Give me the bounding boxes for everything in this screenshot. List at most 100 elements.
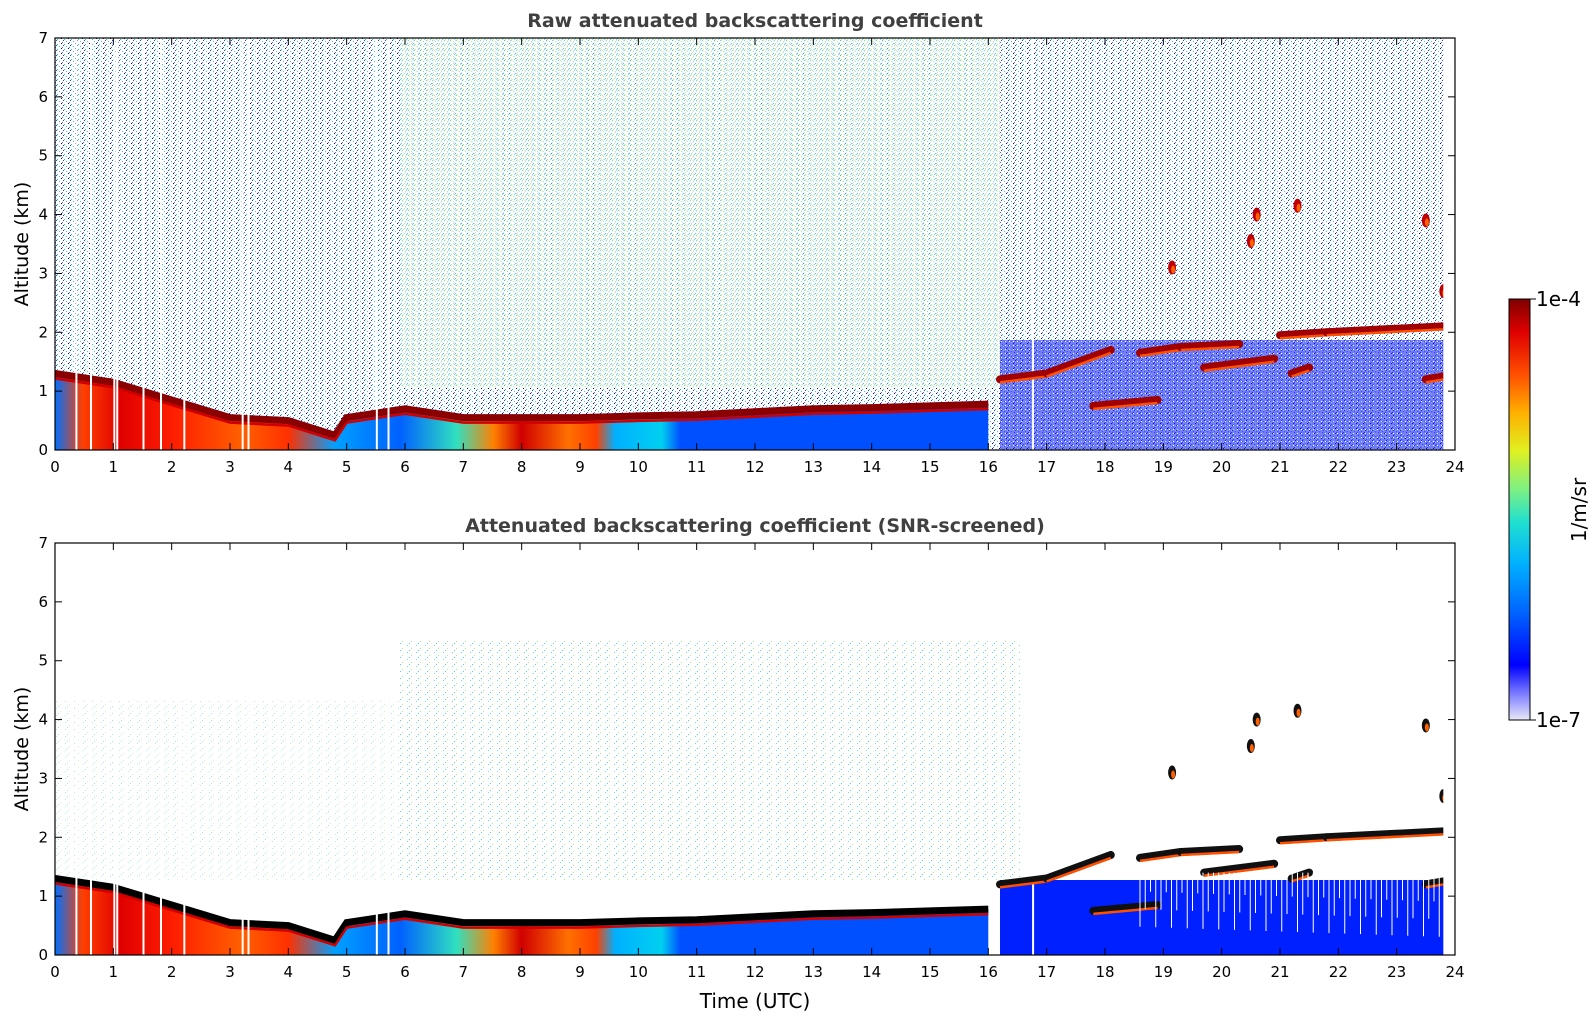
x-tick-label: 1 [109,963,119,981]
x-tick-label: 21 [1270,963,1289,981]
cloud-layer-edge [1291,874,1310,883]
panel2-xlabel: Time (UTC) [699,989,811,1013]
panel1-noise-midday [400,38,1000,388]
cloud-patch-core [1296,203,1301,212]
cloud-layer-edge [999,375,1047,384]
x-tick-label: 5 [342,458,352,476]
x-tick-label: 15 [920,963,939,981]
cloud-layer-edge [1139,853,1182,863]
panel2-title: Attenuated backscattering coefficient (S… [465,515,1045,537]
data-gap [387,38,390,450]
panel2-sparse-signal [400,640,1020,880]
cloud-patch-core [1255,212,1260,221]
cloud-patch-core [1296,708,1301,717]
panel1-title: Raw attenuated backscattering coefficien… [527,10,983,32]
x-tick-label: 11 [687,963,706,981]
data-gap [113,543,116,955]
data-gap [1032,38,1035,450]
x-tick-label: 3 [225,963,235,981]
x-tick-label: 20 [1212,458,1231,476]
cloud-layer-edge [1180,850,1240,857]
cloud-layer [1042,850,1115,883]
x-tick-label: 22 [1329,963,1348,981]
cloud-patch-core [1249,239,1254,248]
y-tick-label: 5 [38,652,48,670]
x-tick-label: 6 [400,458,410,476]
data-gap [1032,543,1035,955]
x-tick-label: 20 [1212,963,1231,981]
cloud-layer [1089,900,1162,915]
data-gap [247,543,250,955]
boundary-layer-top-edge [55,377,989,442]
x-tick-label: 0 [50,963,60,981]
colorbar-gradient [1508,298,1531,721]
cloud-layer-edge [1046,351,1112,378]
cloud-patch-core [1255,717,1260,726]
panel-raw: Raw attenuated backscattering coefficien… [11,10,1465,476]
boundary-layer-top [55,370,989,440]
cloud-layer [1042,345,1115,378]
x-tick-label: 15 [920,458,939,476]
cloud-layer [996,369,1051,384]
data-gap [160,38,162,450]
x-tick-label: 12 [745,963,764,981]
cloud-layer [1136,848,1185,862]
x-tick-label: 23 [1387,458,1406,476]
cloud-layer-edge [1326,833,1444,842]
data-gap [375,38,378,450]
cloud-layer [1136,343,1185,357]
y-tick-label: 3 [38,769,48,787]
cloud-layer [1176,340,1244,351]
data-gap [116,38,119,450]
colorbar-unit-label: 1/m/sr [1567,477,1591,542]
data-gap [142,543,145,955]
y-tick-label: 1 [38,887,48,905]
data-gap [75,543,78,955]
data-gap [183,38,186,450]
panel2-evening-low [1000,880,1455,955]
cloud-layer [1200,354,1279,372]
x-tick-label: 14 [862,458,881,476]
y-tick-label: 0 [38,946,48,964]
data-gap [375,543,378,955]
data-gap [241,38,244,450]
data-gap [116,543,119,955]
x-tick-label: 13 [804,963,823,981]
x-tick-label: 5 [342,963,352,981]
colorbar-max-label: 1e-4 [1536,287,1581,311]
x-tick-label: 14 [862,963,881,981]
cloud-patch-core [1424,218,1429,227]
data-gap [387,543,390,955]
panel2-heatmap [55,543,1455,955]
cloud-layer-edge [1425,378,1444,384]
boundary-layer-area [55,373,989,450]
x-tick-label: 11 [687,458,706,476]
cloud-layer-edge [1204,360,1275,372]
y-tick-label: 7 [38,534,48,552]
cloud-patch-core [1424,723,1429,732]
x-tick-label: 6 [400,963,410,981]
cloud-layer [1322,827,1448,842]
data-gap [75,38,78,450]
x-tick-label: 9 [575,458,585,476]
x-tick-label: 19 [1154,458,1173,476]
y-tick-label: 2 [38,828,48,846]
y-tick-label: 4 [38,711,48,729]
panel1-heatmap [55,38,1455,450]
x-tick-label: 10 [629,963,648,981]
colorbar: 1e-4 1e-7 1/m/sr [1508,287,1591,732]
data-gap [183,543,186,955]
x-tick-label: 16 [979,458,998,476]
x-tick-label: 3 [225,458,235,476]
data-gap [247,38,250,450]
cloud-layer [1176,845,1244,856]
x-tick-label: 17 [1037,458,1056,476]
cloud-layer-edge [1204,865,1275,877]
panel-snr-screened: Attenuated backscattering coefficient (S… [11,515,1465,1013]
x-tick-label: 10 [629,458,648,476]
x-tick-label: 4 [284,963,294,981]
no-data-region [1443,543,1455,955]
colorbar-min-label: 1e-7 [1536,708,1581,732]
y-tick-label: 5 [38,147,48,165]
